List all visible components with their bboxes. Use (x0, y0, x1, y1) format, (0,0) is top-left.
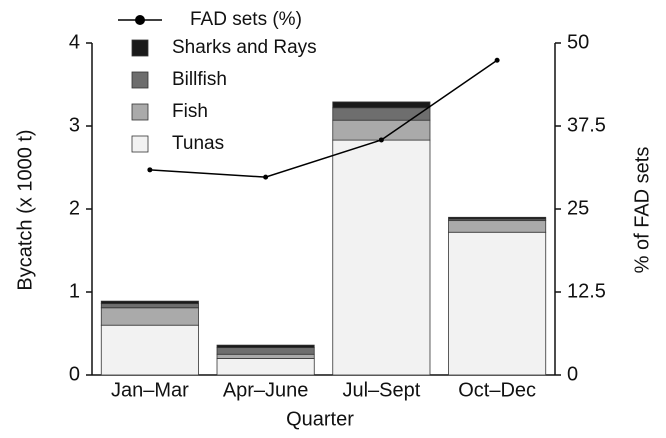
bar-segment (448, 231, 547, 376)
bar-segment (332, 139, 431, 376)
legend-label: FAD sets (%) (190, 9, 302, 30)
bar-segment (100, 324, 199, 376)
legend-swatch (131, 71, 149, 89)
bar-segment (448, 220, 547, 233)
line-point (494, 57, 500, 63)
y2-tick-label: 0 (567, 363, 578, 385)
y2-tick-label: 37.5 (567, 114, 606, 136)
y-tick-label: 2 (69, 197, 80, 219)
bar-segment (216, 347, 315, 355)
legend-label: Tunas (172, 133, 224, 154)
bar-segment (332, 119, 431, 141)
legend-swatch (131, 39, 149, 57)
y2-tick-label: 25 (567, 197, 589, 219)
y2-tick-label: 50 (567, 31, 589, 53)
bar-segment (332, 107, 431, 121)
y-tick-label: 1 (69, 280, 80, 302)
line-point (378, 137, 384, 143)
legend-label: Billfish (172, 69, 227, 90)
x-tick-label: Oct–Dec (458, 379, 536, 401)
bar-segment (100, 303, 199, 309)
x-tick-label: Jul–Sept (342, 379, 420, 401)
y2-tick-label: 12.5 (567, 280, 606, 302)
legend-label: Sharks and Rays (172, 37, 317, 58)
legend-swatch (131, 103, 149, 121)
bar-segment (216, 353, 315, 359)
y-tick-label: 4 (69, 31, 80, 53)
bar-segment (216, 357, 315, 376)
y-tick-label: 0 (69, 363, 80, 385)
x-tick-label: Apr–June (223, 379, 309, 401)
legend-swatch (131, 135, 149, 153)
bar-segment (100, 300, 199, 305)
x-axis-label: Quarter (286, 408, 354, 430)
legend-dot (135, 15, 145, 25)
line-point (147, 167, 153, 173)
bar-segment (216, 344, 315, 349)
line (149, 59, 498, 178)
bar-segment (448, 216, 547, 220)
bar-segment (332, 101, 431, 109)
y2-axis-label: % of FAD sets (631, 147, 653, 274)
y-tick-label: 3 (69, 114, 80, 136)
x-tick-label: Jan–Mar (111, 379, 189, 401)
legend-label: Fish (172, 101, 208, 122)
y-axis-label: Bycatch (x 1000 t) (14, 129, 36, 290)
bar-segment (100, 307, 199, 326)
line-point (263, 174, 269, 180)
